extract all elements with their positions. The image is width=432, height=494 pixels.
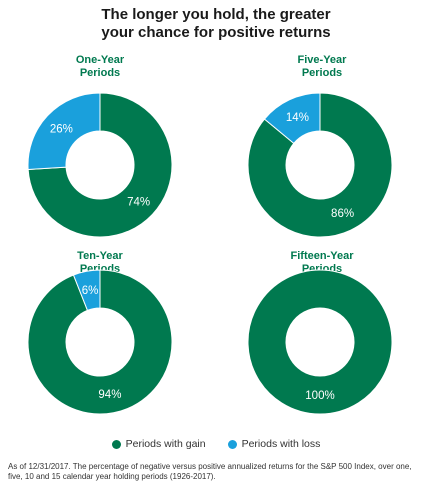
one-year-loss-segment bbox=[27, 92, 101, 171]
legend-item-loss: Periods with loss bbox=[227, 438, 321, 450]
ten-year-gain-label: 94% bbox=[98, 389, 121, 401]
legend-label-gain: Periods with gain bbox=[125, 438, 206, 450]
panel-title-one-year: One-Year Periods bbox=[0, 54, 200, 80]
ten-year-loss-segment bbox=[72, 269, 101, 312]
chart-title-line-1: The longer you hold, the greater bbox=[101, 6, 331, 23]
panel-title-line: Fifteen-Year bbox=[290, 250, 354, 262]
fifteen-year-gain-segment bbox=[247, 269, 393, 415]
chart-title-line-2: your chance for positive returns bbox=[101, 24, 331, 41]
fifteen-year-gain-label: 100% bbox=[305, 390, 334, 402]
panel-title-line: Ten-Year bbox=[77, 250, 123, 262]
five-year-gain-segment bbox=[247, 92, 393, 238]
one-year-gain-segment bbox=[27, 92, 173, 238]
one-year-gain-label: 74% bbox=[127, 196, 150, 208]
footnote: As of 12/31/2017. The percentage of nega… bbox=[8, 462, 412, 481]
chart-title: The longer you hold, the greater your ch… bbox=[0, 6, 432, 42]
legend-label-loss: Periods with loss bbox=[241, 438, 321, 450]
one-year-loss-label: 26% bbox=[50, 124, 73, 136]
legend-item-gain: Periods with gain bbox=[111, 438, 206, 450]
panel-title-line: Five-Year bbox=[297, 54, 347, 66]
five-year-gain-label: 86% bbox=[331, 208, 354, 220]
ten-year-loss-label: 6% bbox=[82, 285, 99, 297]
five-year-loss-label: 14% bbox=[286, 112, 309, 124]
panel-title-line: Periods bbox=[79, 67, 121, 79]
panel-title-line: Periods bbox=[301, 67, 343, 79]
legend: Periods with gain Periods with loss bbox=[0, 438, 432, 450]
legend-swatch-loss bbox=[227, 439, 237, 449]
panel-title-line: One-Year bbox=[75, 54, 125, 66]
ten-year-gain-segment bbox=[27, 269, 173, 415]
legend-swatch-gain bbox=[111, 439, 121, 449]
five-year-loss-segment bbox=[263, 92, 321, 145]
panel-title-five-year: Five-Year Periods bbox=[222, 54, 422, 80]
